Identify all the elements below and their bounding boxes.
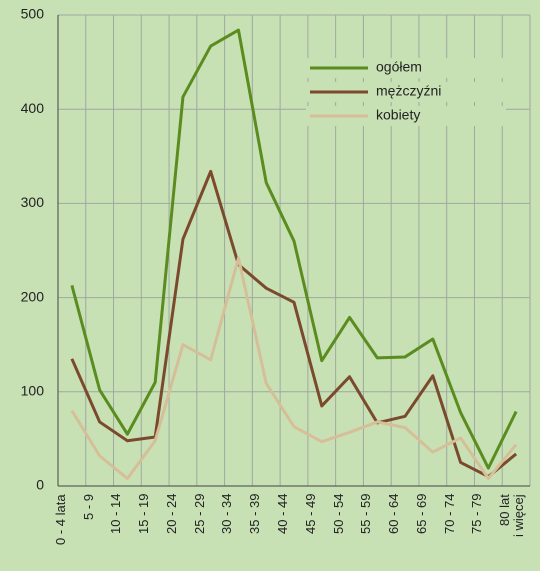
y-tick-label: 100 [21,383,45,399]
legend-label: kobiety [376,107,420,123]
series-line [70,28,518,470]
y-tick-label: 0 [36,477,44,493]
y-tick-label: 500 [21,6,45,22]
y-tick-label: 300 [21,194,45,210]
x-tick-label: 80 lat i więcej [497,494,527,537]
legend-label: mężczyźni [376,83,441,99]
y-tick-label: 200 [21,288,45,304]
legend-bg [306,58,506,78]
series-line [70,169,518,479]
series-line [70,256,518,480]
legend-bg [306,82,506,102]
legend-label: ogółem [376,59,422,75]
y-tick-label: 400 [21,100,45,116]
legend-bg [306,106,506,126]
